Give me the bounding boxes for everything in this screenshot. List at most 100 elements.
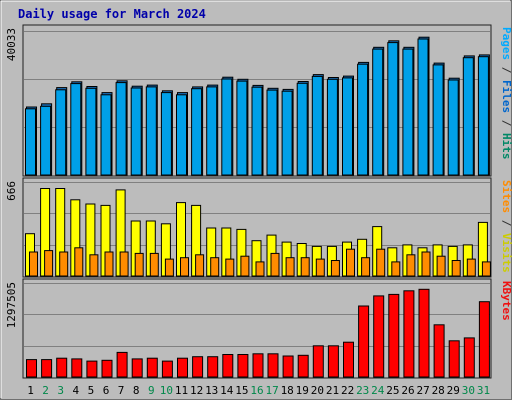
- bar-kbytes: [373, 295, 385, 378]
- x-tick-label: 9: [148, 384, 155, 397]
- bar-sites: [466, 258, 476, 277]
- panel-top: 40033 Pages / Files / Hits: [5, 24, 512, 177]
- bar-sites: [164, 258, 174, 277]
- bar-kbytes: [237, 354, 249, 378]
- bar-pages: [311, 75, 323, 176]
- y-max-label: 1297505: [5, 282, 18, 328]
- chart-panels: 40033 Pages / Files / Hits 666 Sites / Visi…: [5, 24, 512, 379]
- bar-sites: [149, 252, 159, 277]
- bar-sites: [134, 252, 144, 277]
- bar-pages: [221, 78, 233, 176]
- bar-kbytes: [282, 355, 294, 378]
- x-tick-label: 20: [311, 384, 324, 397]
- x-tick-label: 17: [265, 384, 278, 397]
- bar-sites: [406, 254, 416, 277]
- x-tick-label: 8: [133, 384, 140, 397]
- bar-pages: [417, 38, 429, 176]
- bar-pages: [176, 94, 187, 176]
- bar-kbytes: [56, 357, 68, 378]
- x-tick-label: 22: [341, 384, 354, 397]
- x-tick-label: 18: [281, 384, 294, 397]
- x-tick-label: 29: [447, 384, 460, 397]
- bar-kbytes: [116, 351, 128, 378]
- bar-kbytes: [403, 290, 415, 378]
- x-tick-label: 26: [401, 384, 414, 397]
- bar-pages: [40, 105, 52, 176]
- legend-entry: KBytes: [500, 281, 512, 321]
- bar-sites: [210, 257, 220, 277]
- bar-pages: [115, 82, 127, 176]
- bar-kbytes: [252, 353, 264, 378]
- bar-sites: [270, 252, 280, 277]
- bar-kbytes: [131, 358, 143, 378]
- bar-pages: [266, 89, 278, 176]
- x-tick-label: 30: [462, 384, 475, 397]
- x-axis-labels: 1 2 3 4 5 6 7 8 9 10 11 12 13 14 15 16 17 18 19 20 21 22 23 24 2…: [27, 384, 490, 397]
- bar-kbytes: [448, 340, 460, 378]
- bar-kbytes: [327, 345, 339, 378]
- panel-middle: 666 Sites / Visits: [5, 177, 512, 278]
- bar-pages: [130, 87, 142, 176]
- x-tick-label: 16: [250, 384, 263, 397]
- x-tick-label: 21: [326, 384, 339, 397]
- bar-pages: [357, 63, 369, 176]
- x-tick-label: 28: [432, 384, 445, 397]
- x-tick-label: 14: [220, 384, 234, 397]
- bar-sites: [346, 248, 355, 277]
- bar-kbytes: [343, 341, 354, 378]
- bar-kbytes: [86, 360, 98, 378]
- bar-pages: [477, 56, 489, 176]
- bar-sites: [330, 260, 340, 277]
- legend-entry: Files: [500, 80, 512, 113]
- x-tick-label: 3: [57, 384, 64, 397]
- bar-sites: [361, 257, 371, 277]
- bar-pages: [387, 42, 399, 176]
- bar-sites: [255, 261, 265, 277]
- bar-kbytes: [358, 305, 370, 378]
- bar-sites: [481, 261, 491, 277]
- x-tick-label: 11: [175, 384, 188, 397]
- bar-sites: [300, 257, 310, 277]
- bar-sites: [180, 257, 189, 277]
- bar-kbytes: [297, 354, 309, 378]
- bar-kbytes: [71, 358, 83, 378]
- bar-pages: [281, 90, 293, 176]
- x-tick-label: 6: [103, 384, 110, 397]
- panel-middle-legend: Sites / Visits: [500, 180, 512, 273]
- bar-sites: [451, 260, 461, 277]
- bar-pages: [402, 48, 414, 176]
- bar-pages: [160, 92, 172, 176]
- panel-bottom: 1297505 KBytes: [5, 278, 512, 379]
- bar-kbytes: [161, 360, 173, 378]
- x-tick-label: 19: [296, 384, 309, 397]
- bar-kbytes: [101, 359, 113, 378]
- x-tick-label: 7: [118, 384, 125, 397]
- y-max-label: 40033: [5, 28, 18, 61]
- bar-sites: [391, 261, 401, 277]
- bar-sites: [119, 251, 129, 277]
- bar-pages: [55, 89, 67, 176]
- panel-top-legend: Pages / Files / Hits: [500, 27, 512, 160]
- x-tick-label: 13: [205, 384, 218, 397]
- bar-kbytes: [177, 357, 188, 378]
- bar-pages: [100, 94, 112, 176]
- bar-sites: [240, 255, 250, 277]
- bar-kbytes: [267, 353, 279, 378]
- bar-pages: [342, 77, 353, 176]
- bar-sites: [285, 257, 295, 277]
- bar-pages: [70, 83, 82, 176]
- bar-sites: [59, 251, 69, 277]
- x-tick-label: 25: [386, 384, 399, 397]
- bar-pages: [85, 87, 97, 176]
- x-tick-label: 24: [371, 384, 385, 397]
- bar-kbytes: [433, 324, 445, 378]
- x-tick-label: 1: [27, 384, 34, 397]
- bar-pages: [25, 108, 36, 176]
- bar-pages: [326, 78, 338, 176]
- legend-entry: Sites: [500, 180, 512, 213]
- bar-sites: [74, 247, 84, 277]
- bar-pages: [206, 86, 218, 176]
- bar-sites: [421, 251, 431, 277]
- bar-pages: [372, 48, 384, 176]
